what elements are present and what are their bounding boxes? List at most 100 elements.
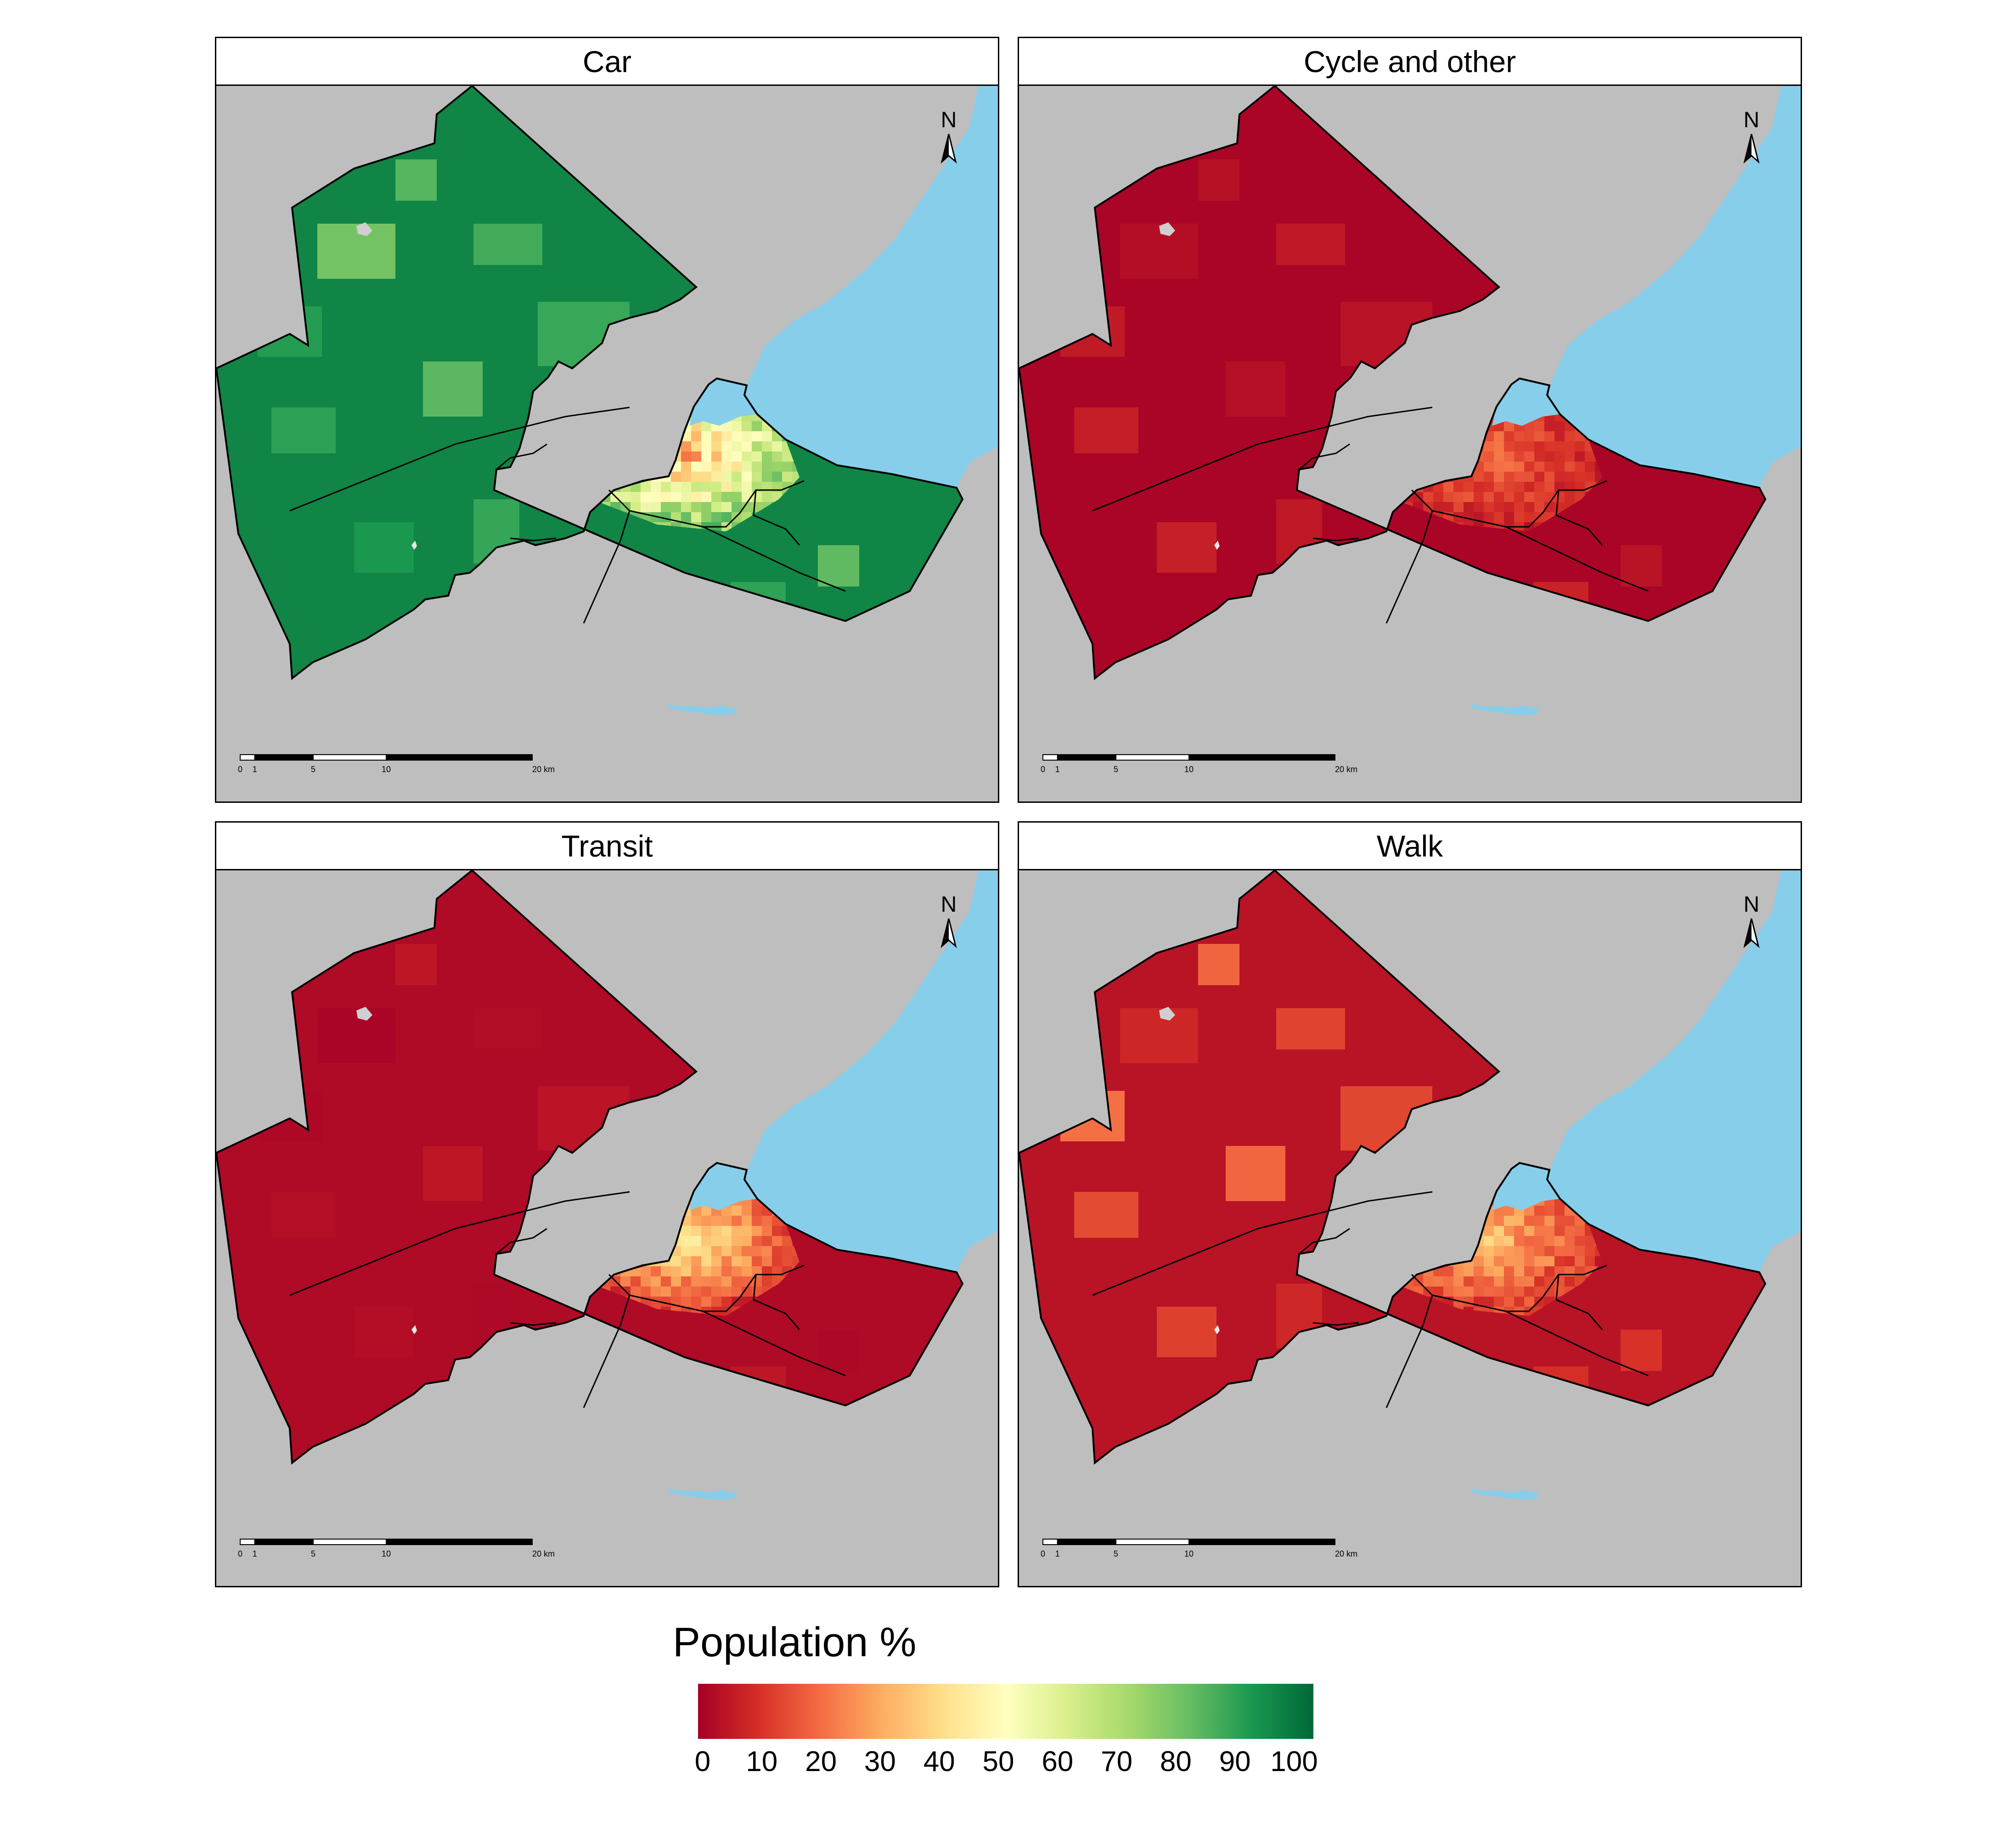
urban-tract	[701, 1206, 711, 1216]
urban-tract	[701, 441, 711, 451]
urban-tract	[1565, 1236, 1575, 1246]
scale-bar-segment	[386, 1539, 533, 1545]
urban-tract	[732, 421, 742, 431]
rural-tract	[818, 545, 859, 587]
urban-tract	[550, 1175, 560, 1185]
urban-tract	[742, 1216, 752, 1226]
urban-tract	[1504, 451, 1514, 462]
urban-tract	[540, 482, 550, 492]
urban-tract	[600, 1206, 610, 1216]
urban-tract	[1393, 492, 1403, 502]
urban-tract	[1464, 1286, 1474, 1297]
urban-tract	[651, 502, 661, 512]
urban-tract	[1423, 431, 1433, 441]
urban-tract	[560, 441, 570, 451]
urban-tract	[620, 1236, 631, 1246]
urban-tract	[1423, 378, 1433, 381]
urban-tract	[1403, 411, 1413, 421]
urban-tract	[1474, 421, 1484, 431]
urban-tract	[1331, 1266, 1332, 1276]
urban-tract	[1474, 1196, 1484, 1206]
urban-tract	[701, 421, 711, 431]
urban-tract	[671, 482, 681, 492]
urban-tract	[620, 1163, 631, 1165]
urban-tract	[1524, 1297, 1534, 1307]
urban-tract	[691, 512, 701, 522]
legend-tick-50: 50	[982, 1746, 1014, 1777]
urban-tract	[610, 1196, 620, 1206]
urban-tract	[1373, 431, 1383, 441]
urban-tract	[641, 411, 651, 421]
urban-tract	[1433, 1196, 1443, 1206]
urban-tract	[610, 391, 620, 401]
urban-tract	[721, 472, 732, 482]
urban-tract	[1373, 1216, 1383, 1226]
urban-tract	[610, 1206, 620, 1216]
urban-tract	[1403, 381, 1413, 391]
urban-tract	[540, 1236, 550, 1246]
urban-tract	[1342, 1246, 1352, 1256]
urban-tract	[570, 482, 580, 492]
urban-tract	[671, 1185, 681, 1196]
urban-tract	[1342, 1266, 1352, 1276]
urban-tract	[590, 1276, 600, 1286]
urban-tract	[1494, 1165, 1504, 1175]
urban-tract	[782, 451, 792, 462]
urban-tract	[1423, 1185, 1433, 1196]
legend-tick-90: 90	[1219, 1746, 1251, 1777]
urban-tract	[560, 1206, 570, 1216]
urban-tract	[681, 1226, 691, 1236]
urban-tract	[691, 1266, 701, 1276]
urban-tract	[1331, 1256, 1332, 1266]
urban-tract	[1373, 451, 1383, 462]
urban-tract	[1393, 472, 1403, 482]
urban-tract	[681, 462, 691, 472]
urban-tract	[590, 1165, 600, 1175]
urban-tract	[1383, 1236, 1393, 1246]
urban-tract	[1403, 1226, 1413, 1236]
legend-tick-100: 100	[1270, 1746, 1318, 1777]
urban-tract	[772, 1256, 782, 1266]
urban-tract	[752, 492, 762, 502]
urban-tract	[1453, 462, 1464, 472]
urban-tract	[1383, 1286, 1393, 1297]
urban-tract	[681, 451, 691, 462]
urban-tract	[519, 1236, 529, 1246]
urban-tract	[540, 1196, 550, 1206]
urban-tract	[570, 381, 580, 391]
scale-bar: 0 1 5 10 20 km	[238, 1539, 555, 1558]
urban-tract	[1383, 401, 1393, 411]
urban-tract	[641, 1266, 651, 1276]
urban-tract	[580, 1236, 590, 1246]
urban-tract	[732, 1246, 742, 1256]
urban-tract	[681, 1163, 691, 1165]
lake-feature	[411, 541, 417, 550]
urban-tract	[721, 1286, 732, 1297]
urban-tract	[620, 462, 631, 472]
urban-tract	[641, 451, 651, 462]
urban-tract	[1443, 1163, 1453, 1165]
urban-tract	[691, 1216, 701, 1226]
urban-tract	[580, 1216, 590, 1226]
urban-tract	[742, 1236, 752, 1246]
urban-tract	[570, 492, 580, 502]
urban-tract	[1413, 441, 1423, 451]
municipal-boundary	[753, 1274, 800, 1330]
municipal-boundary	[1312, 537, 1359, 542]
urban-tract	[1524, 1226, 1534, 1236]
urban-tract	[631, 411, 641, 421]
urban-tract	[1373, 1236, 1383, 1246]
urban-tract	[691, 1226, 701, 1236]
urban-tract	[641, 1276, 651, 1286]
urban-tract	[732, 1236, 742, 1246]
urban-tract	[691, 1256, 701, 1266]
legend-tick-20: 20	[805, 1746, 837, 1777]
urban-tract	[1554, 421, 1565, 431]
rural-tract	[1074, 1192, 1138, 1238]
urban-tract	[560, 401, 570, 411]
urban-tract	[540, 391, 550, 401]
urban-tract	[641, 421, 651, 431]
urban-tract	[641, 1236, 651, 1246]
urban-tract	[691, 462, 701, 472]
urban-tract	[631, 462, 641, 472]
